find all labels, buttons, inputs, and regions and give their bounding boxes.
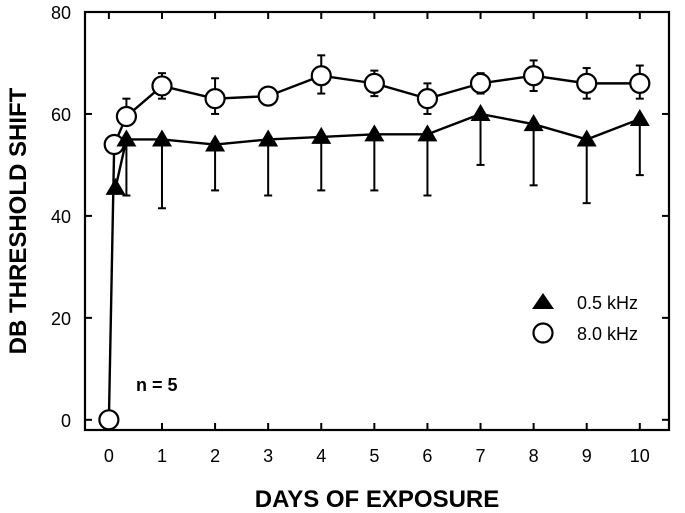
x-tick-label: 2 <box>210 446 220 466</box>
x-tick-label: 0 <box>104 446 114 466</box>
plot-frame <box>83 10 671 432</box>
data-point-0-5-khz <box>311 126 332 144</box>
data-point-0-5-khz <box>151 129 172 147</box>
y-tick-label: 0 <box>61 411 71 431</box>
data-point-8-0-khz <box>98 409 120 431</box>
legend-circle-marker <box>532 322 554 344</box>
legend-label-0-5-khz: 0.5 kHz <box>577 293 638 313</box>
x-tick-label: 5 <box>369 446 379 466</box>
y-tick-label: 60 <box>51 105 71 125</box>
data-point-8-0-khz <box>523 65 545 87</box>
legend-triangle-marker <box>532 293 554 309</box>
data-point-0-5-khz <box>470 103 491 121</box>
data-point-0-5-khz <box>576 129 597 147</box>
data-point-0-5-khz <box>258 129 279 147</box>
y-tick-label: 20 <box>51 309 71 329</box>
data-point-8-0-khz <box>151 75 173 97</box>
data-point-8-0-khz <box>363 72 385 94</box>
data-point-0-5-khz <box>629 109 650 127</box>
ticks-layer: 0 1 2 3 4 5 6 7 8 9 10 0 20 40 60 80 <box>51 3 669 466</box>
data-point-8-0-khz <box>416 88 439 110</box>
legend: 0.5 kHz 8.0 kHz <box>532 293 638 344</box>
data-point-8-0-khz <box>576 72 598 94</box>
series-line-0-5-khz <box>114 112 641 189</box>
data-point-0-5-khz <box>105 177 126 195</box>
x-tick-label: 8 <box>529 446 539 466</box>
data-point-0-5-khz <box>417 124 438 142</box>
y-axis-title: DB THRESHOLD SHIFT <box>5 87 32 354</box>
x-axis-title: DAYS OF EXPOSURE <box>255 486 500 513</box>
x-tick-label: 1 <box>157 446 167 466</box>
x-tick-label: 4 <box>316 446 326 466</box>
y-tick-label: 40 <box>51 207 71 227</box>
data-point-8-0-khz <box>204 88 226 110</box>
x-tick-label: 7 <box>476 446 486 466</box>
data-point-8-0-khz <box>629 72 651 94</box>
legend-label-8-0-khz: 8.0 kHz <box>577 324 638 344</box>
y-tick-label: 80 <box>51 3 71 23</box>
x-tick-label: 10 <box>630 446 650 466</box>
data-point-8-0-khz <box>115 105 138 128</box>
data-point-0-5-khz <box>116 129 137 147</box>
data-point-0-5-khz <box>364 124 385 142</box>
x-tick-label: 9 <box>582 446 592 466</box>
data-point-8-0-khz <box>310 65 332 87</box>
data-point-8-0-khz <box>469 72 492 94</box>
series-layer <box>98 54 651 431</box>
data-point-8-0-khz <box>257 85 279 107</box>
data-point-0-5-khz <box>205 134 226 152</box>
x-tick-label: 3 <box>263 446 273 466</box>
data-point-0-5-khz <box>523 114 544 132</box>
x-tick-label: 6 <box>422 446 432 466</box>
sample-size-annotation: n = 5 <box>136 375 178 395</box>
